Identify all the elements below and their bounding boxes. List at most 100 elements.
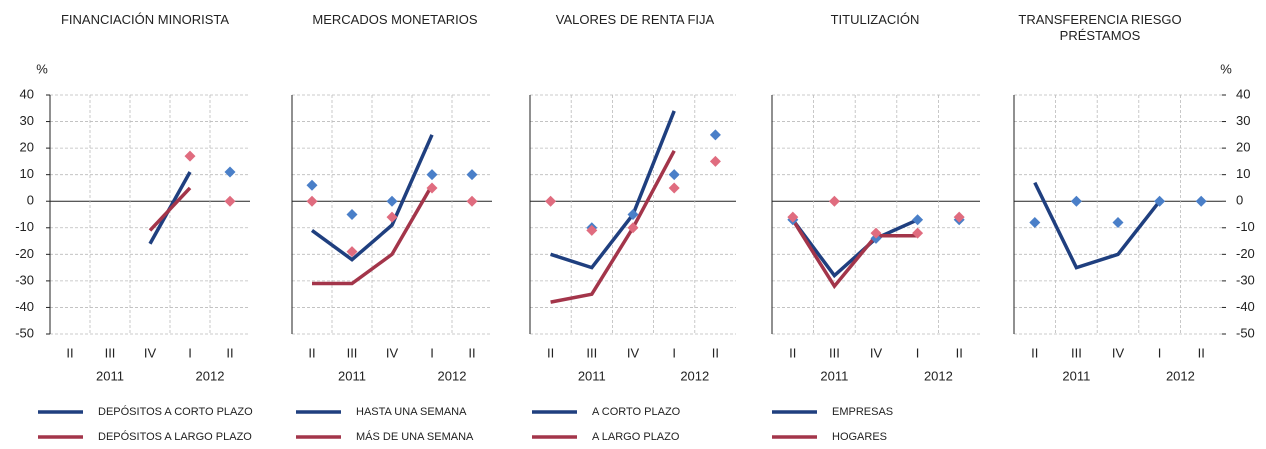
x-tick-label: IV	[144, 345, 157, 360]
x-tick-label: II	[712, 345, 719, 360]
diamond-marker	[1070, 195, 1082, 207]
diamond-marker	[306, 195, 318, 207]
y-tick-label: -40	[1236, 299, 1255, 314]
x-tick-label: III	[829, 345, 840, 360]
line-series	[1033, 181, 1161, 270]
year-label: 2012	[680, 368, 709, 383]
y-unit: %	[1220, 61, 1232, 76]
diamond-marker	[426, 169, 438, 181]
year-label: 2011	[1062, 368, 1090, 383]
diamond-marker	[787, 211, 799, 223]
y-tick-label: -10	[1236, 219, 1255, 234]
diamond-marker	[224, 195, 236, 207]
panel-title: TRANSFERENCIA RIESGO PRÉSTAMOS	[1018, 12, 1182, 43]
diamond-marker	[1195, 195, 1207, 207]
x-tick-label: II	[956, 345, 963, 360]
legend-label: EMPRESAS	[832, 406, 893, 418]
diamond-marker	[668, 182, 680, 194]
y-tick-label: 30	[1236, 113, 1250, 128]
x-tick-label: I	[188, 345, 192, 360]
diamond-marker	[828, 195, 840, 207]
x-tick-label: IV	[1112, 345, 1125, 360]
y-tick-label: -40	[15, 299, 34, 314]
line-series	[312, 184, 434, 286]
y-tick-label: -20	[1236, 246, 1255, 261]
x-tick-label: II	[789, 345, 796, 360]
y-tick-label: -50	[15, 325, 34, 340]
diamond-marker	[426, 182, 438, 194]
year-label: 2011	[338, 368, 366, 383]
y-tick-label: 20	[1236, 140, 1250, 155]
y-tick-label: 40	[20, 86, 34, 101]
diamond-marker	[870, 227, 882, 239]
x-tick-label: III	[347, 345, 358, 360]
diamond-marker	[224, 166, 236, 178]
x-tick-label: I	[672, 345, 676, 360]
diamond-marker	[1154, 195, 1166, 207]
line-series	[550, 110, 676, 270]
diamond-marker	[912, 214, 924, 226]
x-tick-label: III	[586, 345, 597, 360]
line-series	[148, 186, 192, 232]
y-tick-label: -50	[1236, 325, 1255, 340]
year-label: 2012	[924, 368, 953, 383]
year-label: 2011	[96, 368, 124, 383]
x-tick-label: III	[1071, 345, 1082, 360]
year-label: 2012	[196, 368, 225, 383]
y-tick-label: -20	[15, 246, 34, 261]
line-series	[791, 218, 918, 290]
x-tick-label: II	[547, 345, 554, 360]
line-series	[310, 134, 434, 262]
x-tick-label: I	[1158, 345, 1162, 360]
diamond-marker	[912, 227, 924, 239]
legend-label: HASTA UNA SEMANA	[356, 406, 467, 418]
diamond-marker	[184, 150, 196, 162]
y-tick-label: -30	[1236, 272, 1255, 287]
legend-label: DEPÓSITOS A LARGO PLAZO	[98, 430, 252, 443]
diamond-marker	[709, 155, 721, 167]
y-tick-label: -30	[15, 272, 34, 287]
legend-label: DEPÓSITOS A CORTO PLAZO	[98, 405, 253, 418]
year-label: 2011	[820, 368, 848, 383]
x-tick-label: II	[66, 345, 73, 360]
diamond-marker	[627, 222, 639, 234]
x-tick-label: II	[308, 345, 315, 360]
diamond-marker	[306, 179, 318, 191]
panel-title: VALORES DE RENTA FIJA	[555, 12, 715, 27]
y-tick-label: 10	[20, 166, 34, 181]
year-label: 2012	[1166, 368, 1195, 383]
line-series	[550, 149, 676, 304]
panel-title: FINANCIACIÓN MINORISTA	[60, 12, 230, 27]
y-tick-label: 0	[1236, 193, 1243, 208]
x-tick-label: I	[430, 345, 434, 360]
diamond-marker	[709, 129, 721, 141]
x-tick-label: IV	[386, 345, 399, 360]
y-tick-label: 40	[1236, 86, 1250, 101]
x-tick-label: II	[226, 345, 233, 360]
year-label: 2011	[578, 368, 606, 383]
y-tick-label: 30	[20, 113, 34, 128]
y-tick-label: 0	[27, 193, 34, 208]
diamond-marker	[668, 169, 680, 181]
y-tick-label: 10	[1236, 166, 1250, 181]
legend-label: MÁS DE UNA SEMANA	[356, 430, 474, 443]
x-tick-label: II	[1198, 345, 1205, 360]
x-tick-label: I	[916, 345, 920, 360]
diamond-marker	[1029, 216, 1041, 228]
diamond-marker	[466, 195, 478, 207]
x-tick-label: II	[468, 345, 475, 360]
legend-label: A CORTO PLAZO	[592, 406, 681, 418]
diamond-marker	[953, 211, 965, 223]
legend-label: HOGARES	[832, 431, 887, 443]
diamond-marker	[586, 224, 598, 236]
y-tick-label: 20	[20, 140, 34, 155]
y-tick-label: -10	[15, 219, 34, 234]
x-tick-label: III	[105, 345, 116, 360]
legend-label: A LARGO PLAZO	[592, 431, 680, 443]
diamond-marker	[346, 246, 358, 258]
diamond-marker	[346, 209, 358, 220]
panel-title: TITULIZACIÓN	[830, 12, 920, 27]
panel-title: MERCADOS MONETARIOS	[312, 12, 478, 27]
